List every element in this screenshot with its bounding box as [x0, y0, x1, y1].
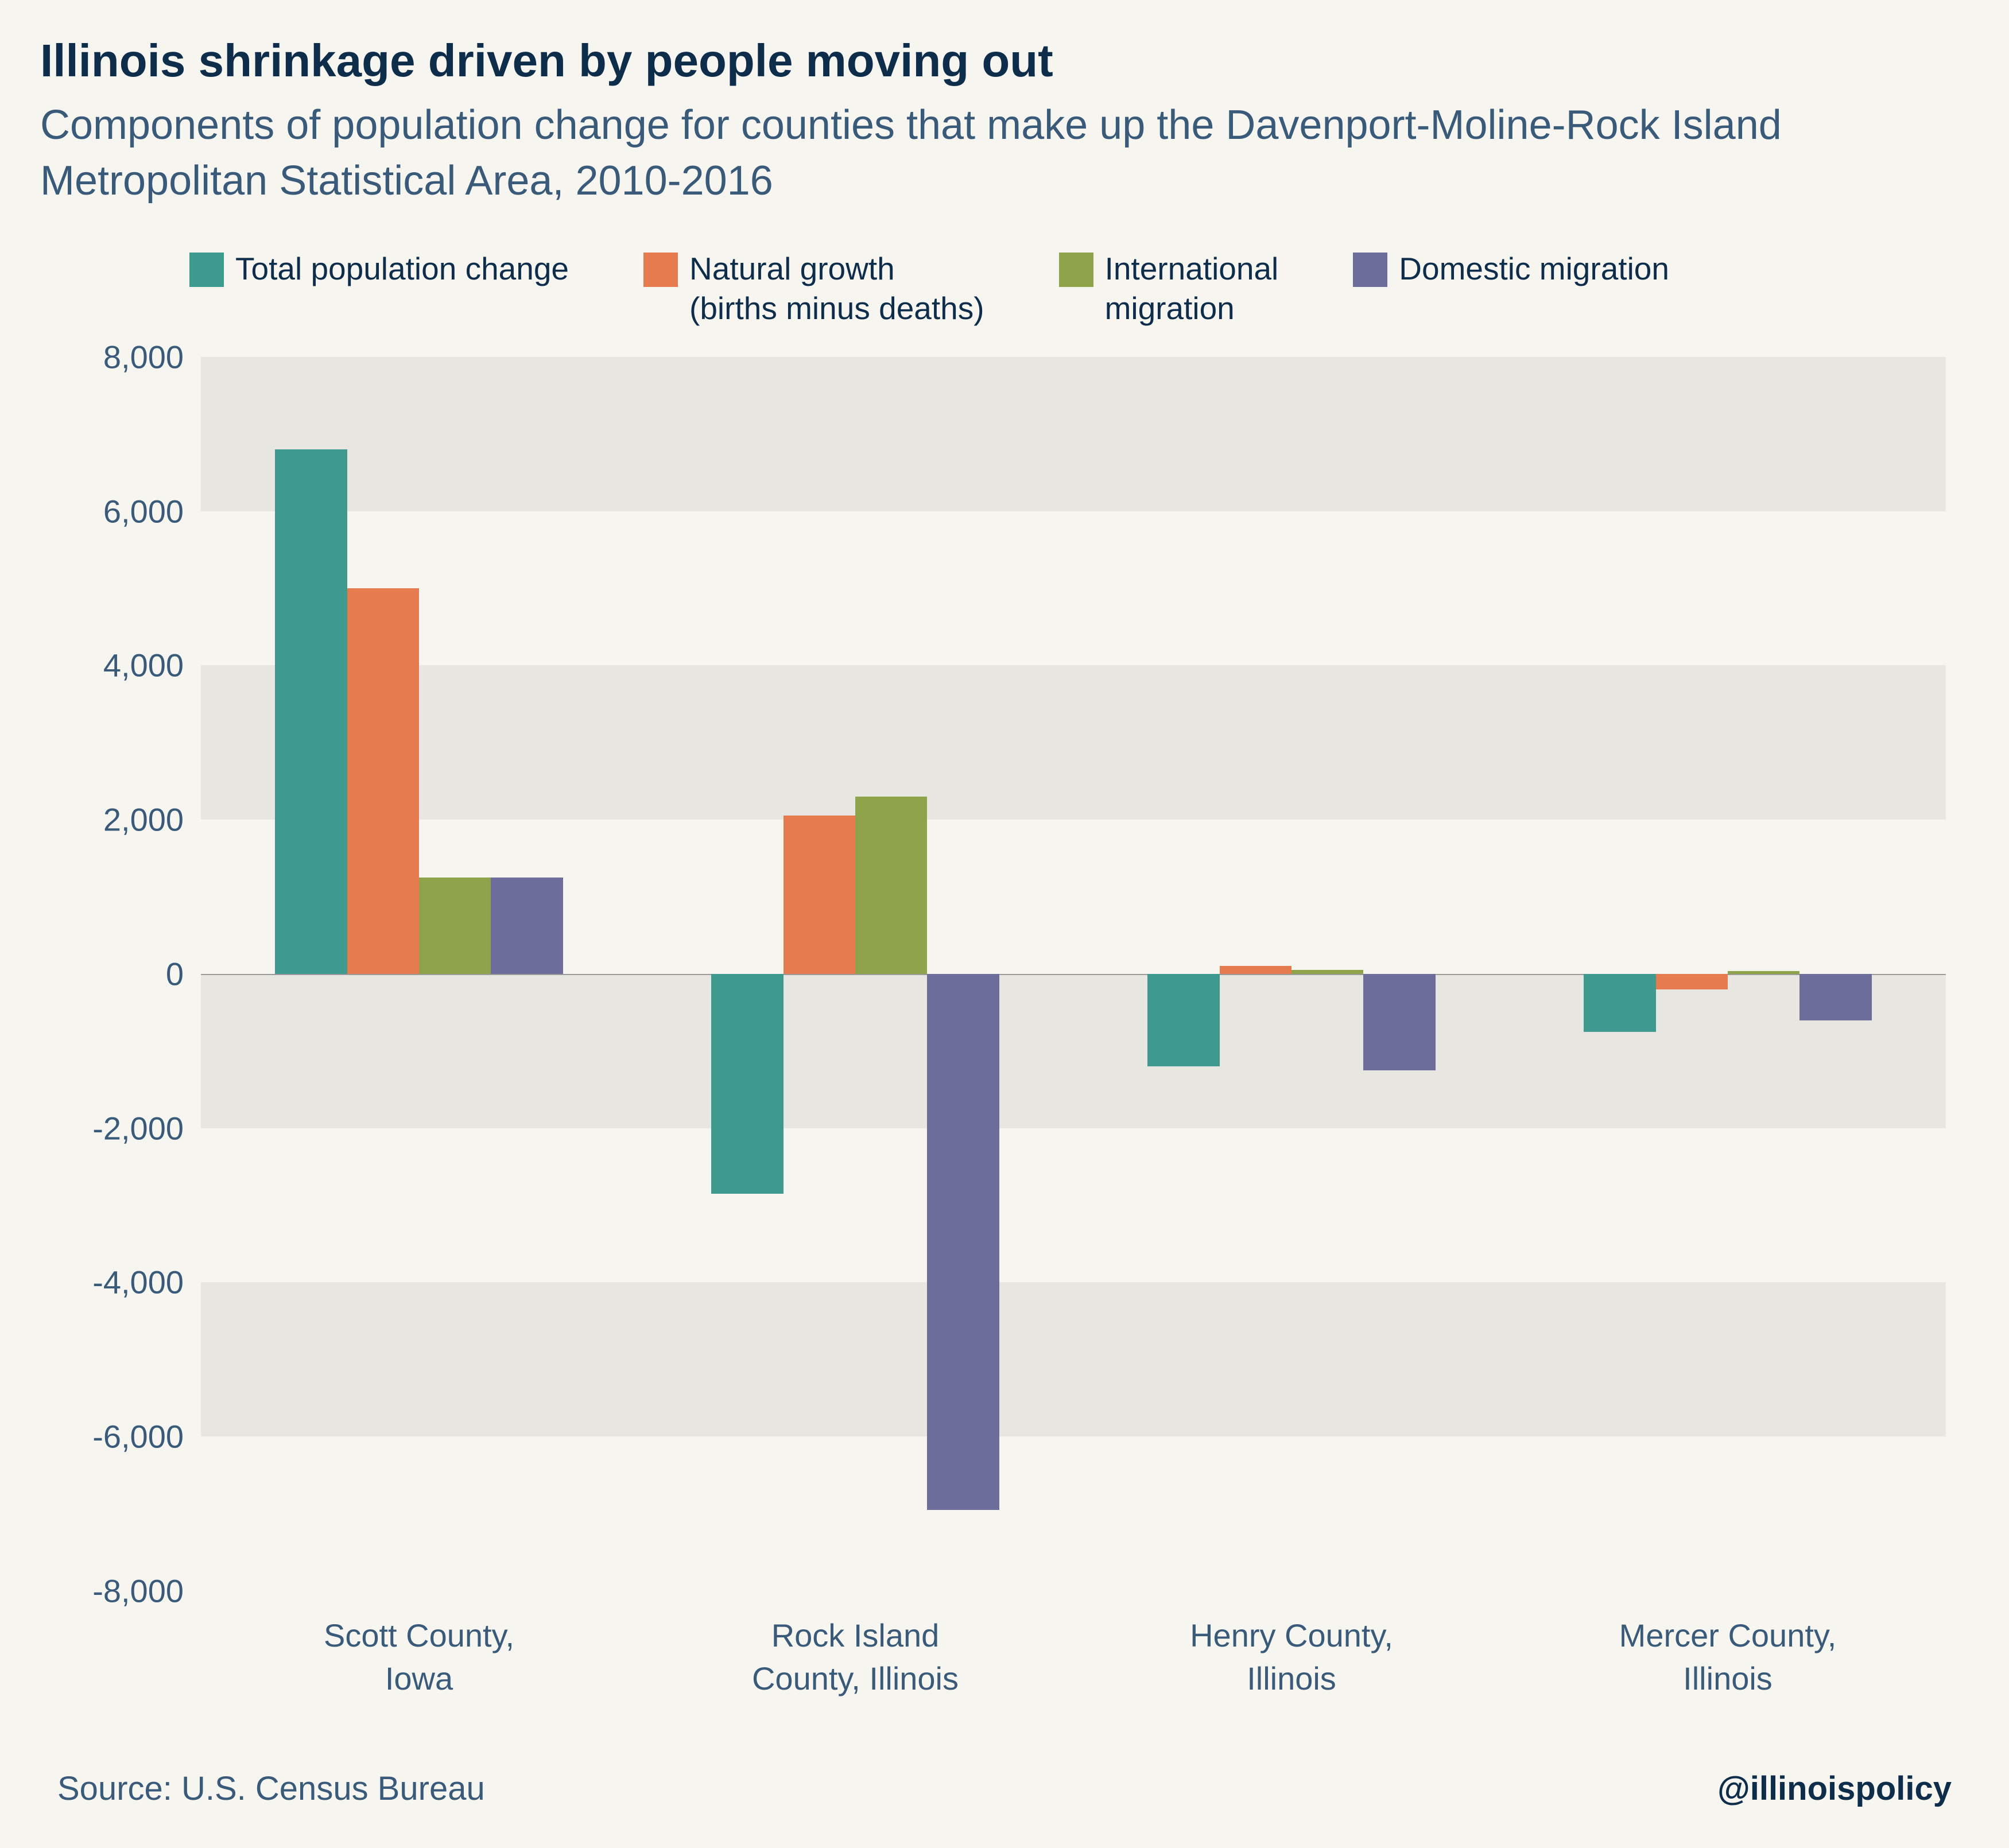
y-tick-label: -6,000	[92, 1418, 184, 1455]
bar	[419, 878, 491, 974]
legend-item: Domestic migration	[1353, 249, 1669, 289]
legend-label: Total population change	[235, 249, 569, 289]
y-tick-label: 8,000	[103, 338, 184, 375]
y-tick-label: -8,000	[92, 1572, 184, 1609]
y-tick-label: 4,000	[103, 647, 184, 684]
legend-label: Internationalmigration	[1105, 249, 1279, 328]
bar	[275, 449, 347, 974]
plot-area: Scott County,IowaRock IslandCounty, Illi…	[201, 357, 1946, 1591]
y-tick-label: 6,000	[103, 492, 184, 530]
y-tick-label: -4,000	[92, 1264, 184, 1301]
source-text: Source: U.S. Census Bureau	[57, 1769, 485, 1808]
legend-item: Internationalmigration	[1059, 249, 1279, 328]
legend-swatch	[189, 253, 224, 287]
bar	[1728, 971, 1799, 974]
bar	[784, 816, 855, 973]
chart-area: 8,0006,0004,0002,0000-2,000-4,000-6,000-…	[63, 357, 1969, 1591]
bar	[1147, 974, 1219, 1066]
bar	[927, 974, 999, 1510]
bar	[491, 878, 563, 974]
bar	[1220, 966, 1292, 973]
bar	[855, 797, 927, 974]
legend-swatch	[1353, 253, 1387, 287]
social-handle: @illinoispolicy	[1717, 1769, 1952, 1808]
legend-item: Total population change	[189, 249, 569, 289]
bar	[1799, 974, 1871, 1020]
legend: Total population change Natural growth(bi…	[189, 249, 1969, 328]
bar	[1363, 974, 1435, 1070]
grid-band	[201, 357, 1946, 511]
bar	[347, 588, 419, 974]
x-tick-label: Henry County,Illinois	[1190, 1614, 1393, 1701]
legend-swatch	[643, 253, 678, 287]
bar	[1584, 974, 1655, 1032]
legend-label: Domestic migration	[1399, 249, 1669, 289]
legend-swatch	[1059, 253, 1093, 287]
x-tick-label: Rock IslandCounty, Illinois	[752, 1614, 959, 1701]
y-tick-label: -2,000	[92, 1109, 184, 1147]
y-axis: 8,0006,0004,0002,0000-2,000-4,000-6,000-…	[63, 357, 195, 1591]
bar	[1656, 974, 1728, 989]
bar	[711, 974, 783, 1194]
x-tick-label: Scott County,Iowa	[324, 1614, 514, 1701]
bar	[1292, 970, 1363, 974]
chart-title: Illinois shrinkage driven by people movi…	[40, 34, 1969, 87]
grid-band	[201, 974, 1946, 1128]
legend-label: Natural growth(births minus deaths)	[689, 249, 984, 328]
grid-band	[201, 1282, 1946, 1437]
x-tick-label: Mercer County,Illinois	[1619, 1614, 1837, 1701]
y-tick-label: 2,000	[103, 801, 184, 838]
y-tick-label: 0	[166, 955, 184, 992]
chart-subtitle: Components of population change for coun…	[40, 98, 1969, 209]
legend-item: Natural growth(births minus deaths)	[643, 249, 984, 328]
grid-band	[201, 665, 1946, 820]
